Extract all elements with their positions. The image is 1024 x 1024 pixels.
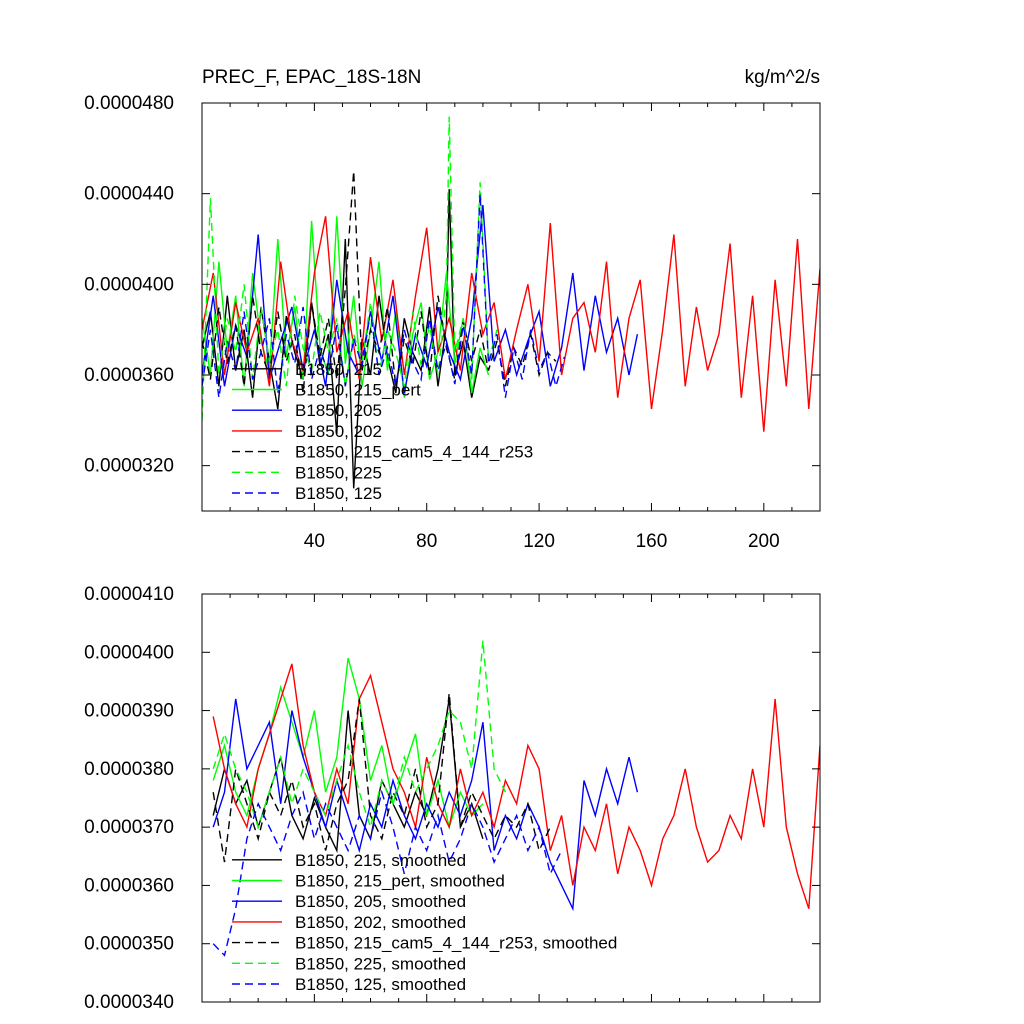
top-legend-label: B1850, 202 [295, 422, 382, 441]
top-series-line-2 [202, 204, 639, 394]
top-xtick-label: 120 [523, 531, 555, 552]
bottom-ytick-label: 0.0000360 [84, 875, 174, 896]
bottom-ytick-label: 0.0000400 [84, 642, 174, 663]
bottom-ytick-label: 0.0000370 [84, 817, 174, 838]
bottom-series-line-5 [212, 640, 507, 830]
bottom-legend: B1850, 215, smoothed B1850, 215_pert, smo… [232, 851, 617, 994]
bottom-ytick-label: 0.0000410 [84, 584, 174, 605]
bottom-legend-label: B1850, 225, smoothed [295, 954, 466, 973]
top-panel: 0.0000320 0.0000360 0.0000400 0.0000440 0.00… [84, 67, 821, 552]
top-xtick-label: 200 [748, 531, 780, 552]
top-xtick-label: 160 [636, 531, 668, 552]
top-xtick-label: 40 [304, 531, 325, 552]
bottom-ytick-label: 0.0000340 [84, 992, 174, 1013]
bottom-ytick-label: 0.0000350 [84, 934, 174, 955]
top-legend-label: B1850, 215 [295, 360, 382, 379]
bottom-legend-label: B1850, 215_pert, smoothed [295, 872, 505, 891]
bottom-panel: 0.0000340 0.0000350 0.0000360 0.0000370 0.00… [84, 584, 821, 1013]
top-legend-label: B1850, 125 [295, 484, 382, 503]
top-ytick-label: 0.0000360 [84, 365, 174, 386]
top-legend-label: B1850, 215_cam5_4_144_r253 [295, 443, 533, 462]
top-legend-label: B1850, 225 [295, 463, 382, 482]
bottom-legend-label: B1850, 205, smoothed [295, 892, 466, 911]
top-title-right: kg/m^2/s [745, 67, 820, 88]
bottom-legend-label: B1850, 215, smoothed [295, 851, 466, 870]
bottom-series-line-6 [212, 789, 563, 957]
bottom-legend-label: B1850, 202, smoothed [295, 913, 466, 932]
top-xtick-label: 80 [416, 531, 437, 552]
top-series-line-3 [202, 216, 820, 432]
top-title-left: PREC_F, EPAC_18S-18N [202, 67, 421, 88]
bottom-ytick-label: 0.0000380 [84, 759, 174, 780]
top-series-line-1 [202, 216, 490, 398]
top-ytick-label: 0.0000320 [84, 456, 174, 477]
top-legend-label: B1850, 215_pert [295, 381, 421, 400]
bottom-legend-label: B1850, 215_cam5_4_144_r253, smoothed [295, 934, 617, 953]
top-series-line-6 [202, 193, 566, 398]
top-ytick-label: 0.0000400 [84, 274, 174, 295]
top-ytick-label: 0.0000440 [84, 184, 174, 205]
bottom-legend-label: B1850, 125, smoothed [295, 975, 466, 994]
top-legend-label: B1850, 205 [295, 401, 382, 420]
bottom-ytick-label: 0.0000390 [84, 701, 174, 722]
top-ytick-label: 0.0000480 [84, 93, 174, 114]
